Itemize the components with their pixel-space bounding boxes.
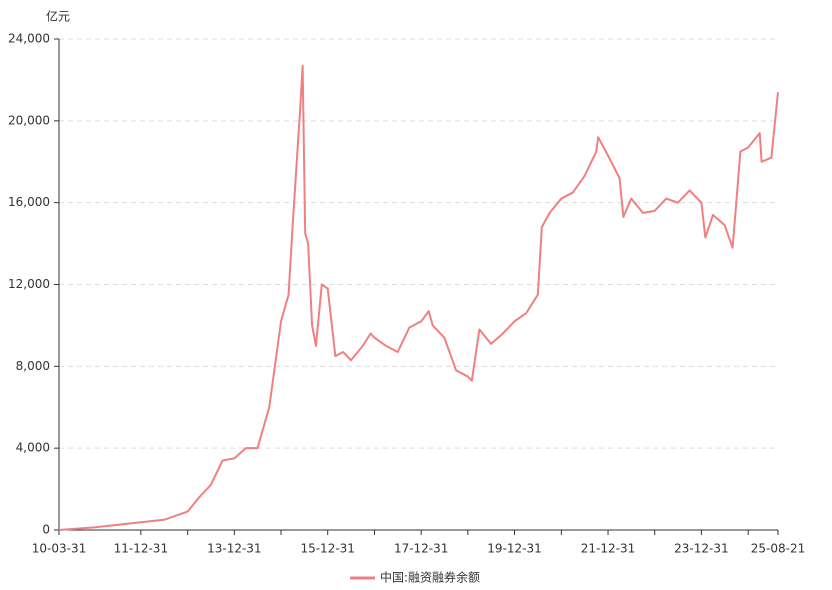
y-tick-label: 0 [42, 523, 50, 537]
x-tick-label: 19-12-31 [487, 542, 541, 556]
x-tick-label: 11-12-31 [114, 542, 168, 556]
x-tick-label: 10-03-31 [32, 542, 86, 556]
x-tick-label: 17-12-31 [394, 542, 448, 556]
x-tick-label: 25-08-21 [751, 542, 805, 556]
x-tick-label: 15-12-31 [300, 542, 354, 556]
x-tick-label: 21-12-31 [581, 542, 635, 556]
y-tick-label: 12,000 [8, 277, 50, 291]
x-tick-label: 13-12-31 [207, 542, 261, 556]
y-tick-label: 4,000 [16, 441, 50, 455]
legend-label: 中国:融资融券余额 [380, 570, 480, 585]
y-tick-label: 24,000 [8, 32, 50, 46]
y-unit: 亿元 [46, 9, 70, 24]
y-tick-label: 16,000 [8, 195, 50, 209]
line [58, 64, 779, 531]
x-tick-label: 23-12-31 [674, 542, 728, 556]
y-tick-label: 20,000 [8, 113, 50, 127]
y-tick-label: 8,000 [16, 359, 50, 373]
